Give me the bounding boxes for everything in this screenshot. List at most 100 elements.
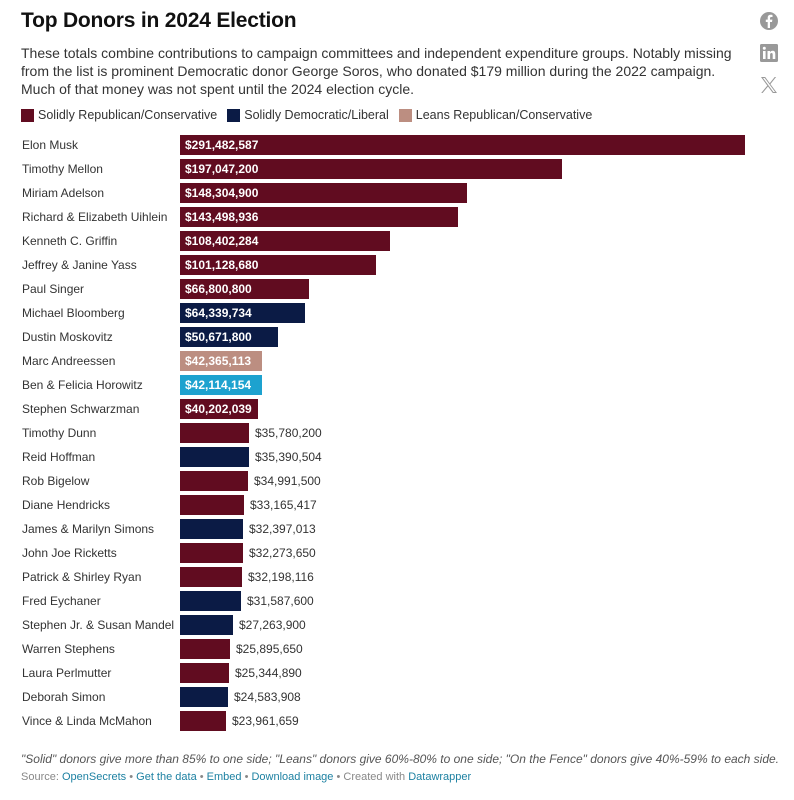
bar xyxy=(180,687,228,707)
category-label: James & Marilyn Simons xyxy=(22,522,155,536)
bar xyxy=(180,207,458,227)
bar xyxy=(180,639,230,659)
value-label: $143,498,936 xyxy=(185,210,259,224)
value-label: $34,991,500 xyxy=(254,474,321,488)
category-label: Stephen Jr. & Susan Mandel xyxy=(22,618,175,632)
value-label: $31,587,600 xyxy=(247,594,314,608)
value-label: $64,339,734 xyxy=(185,306,252,320)
bar xyxy=(180,567,242,587)
category-label: Vince & Linda McMahon xyxy=(22,714,152,728)
value-label: $25,344,890 xyxy=(235,666,302,680)
value-label: $35,780,200 xyxy=(255,426,322,440)
bar xyxy=(180,615,233,635)
value-label: $40,202,039 xyxy=(185,402,252,416)
value-label: $23,961,659 xyxy=(232,714,299,728)
value-label: $101,128,680 xyxy=(185,258,259,272)
category-label: Elon Musk xyxy=(22,138,79,152)
value-label: $291,482,587 xyxy=(185,138,259,152)
x-icon[interactable] xyxy=(759,75,779,95)
category-label: Jeffrey & Janine Yass xyxy=(22,258,137,272)
value-label: $50,671,800 xyxy=(185,330,252,344)
chart-notes: "Solid" donors give more than 85% to one… xyxy=(21,752,780,766)
download-image-link[interactable]: Download image xyxy=(251,771,334,783)
value-label: $197,047,200 xyxy=(185,162,259,176)
legend-item-solid-democratic: Solidly Democratic/Liberal xyxy=(227,108,389,122)
legend-item-leans-republican: Leans Republican/Conservative xyxy=(398,108,593,122)
category-label: Patrick & Shirley Ryan xyxy=(22,570,142,584)
legend-label: Solidly Republican/Conservative xyxy=(38,108,218,122)
category-label: Michael Bloomberg xyxy=(22,306,125,320)
value-label: $27,263,900 xyxy=(239,618,306,632)
category-label: Diane Hendricks xyxy=(22,498,111,512)
source-line: Source: OpenSecrets • Get the data • Emb… xyxy=(21,771,471,783)
bar xyxy=(180,327,278,347)
category-label: Paul Singer xyxy=(22,282,85,296)
separator: • xyxy=(126,771,137,783)
category-label: Timothy Dunn xyxy=(22,426,97,440)
value-label: $32,397,013 xyxy=(249,522,316,536)
legend-swatch xyxy=(21,108,34,122)
category-label: Stephen Schwarzman xyxy=(22,402,140,416)
category-label: Ben & Felicia Horowitz xyxy=(22,378,143,392)
category-label: Deborah Simon xyxy=(22,690,106,704)
separator: • xyxy=(196,771,207,783)
bar xyxy=(180,255,376,275)
legend-label: Solidly Democratic/Liberal xyxy=(244,108,389,122)
category-label: Kenneth C. Griffin xyxy=(22,234,118,248)
value-label: $42,114,154 xyxy=(185,378,252,392)
category-label: Fred Eychaner xyxy=(22,594,101,608)
value-label: $33,165,417 xyxy=(250,498,317,512)
category-label: Warren Stephens xyxy=(22,642,115,656)
bar xyxy=(180,471,248,491)
bar xyxy=(180,399,258,419)
value-label: $108,402,284 xyxy=(185,234,259,248)
value-label: $35,390,504 xyxy=(255,450,322,464)
bar xyxy=(180,663,229,683)
bar xyxy=(180,135,745,155)
legend-swatch xyxy=(398,108,412,122)
linkedin-icon[interactable] xyxy=(759,43,779,63)
bar xyxy=(180,303,305,323)
bar xyxy=(180,375,262,395)
chart-description: These totals combine contributions to ca… xyxy=(21,45,732,97)
value-label: $42,365,113 xyxy=(185,354,252,368)
category-label: Rob Bigelow xyxy=(22,474,90,488)
bar xyxy=(180,711,226,731)
get-data-link[interactable]: Get the data xyxy=(136,771,197,783)
category-label: John Joe Ricketts xyxy=(22,546,117,560)
bar xyxy=(180,231,390,251)
value-label: $24,583,908 xyxy=(234,690,301,704)
chart-title: Top Donors in 2024 Election xyxy=(21,9,297,32)
legend-item-solid-republican: Solidly Republican/Conservative xyxy=(21,108,217,122)
category-label: Laura Perlmutter xyxy=(22,666,112,680)
legend: Solidly Republican/Conservative Solidly … xyxy=(21,108,602,122)
category-label: Marc Andreessen xyxy=(22,354,116,368)
bar xyxy=(180,447,249,467)
embed-link[interactable]: Embed xyxy=(206,771,242,783)
value-label: $66,800,800 xyxy=(185,282,252,296)
bar xyxy=(180,543,243,563)
bar xyxy=(180,183,467,203)
category-label: Richard & Elizabeth Uihlein xyxy=(22,210,168,224)
created-prefix: Created with xyxy=(343,771,409,783)
legend-label: Leans Republican/Conservative xyxy=(415,108,593,122)
legend-swatch xyxy=(227,108,241,122)
bar-chart: Elon Musk $291,482,587 Timothy Mellon $197,… xyxy=(0,134,794,744)
category-label: Dustin Moskovitz xyxy=(22,330,113,344)
datawrapper-link[interactable]: Datawrapper xyxy=(408,771,472,783)
category-label: Reid Hoffman xyxy=(22,450,96,464)
separator: • xyxy=(241,771,252,783)
separator: • xyxy=(333,771,344,783)
bar xyxy=(180,351,262,371)
facebook-icon[interactable] xyxy=(759,11,779,31)
source-link[interactable]: OpenSecrets xyxy=(61,771,127,783)
source-prefix: Source: xyxy=(21,771,62,783)
bar xyxy=(180,495,244,515)
bar xyxy=(180,423,249,443)
category-label: Miriam Adelson xyxy=(22,186,105,200)
bar xyxy=(180,159,562,179)
value-label: $148,304,900 xyxy=(185,186,259,200)
category-label: Timothy Mellon xyxy=(22,162,103,176)
bar xyxy=(180,519,243,539)
value-label: $32,273,650 xyxy=(249,546,316,560)
